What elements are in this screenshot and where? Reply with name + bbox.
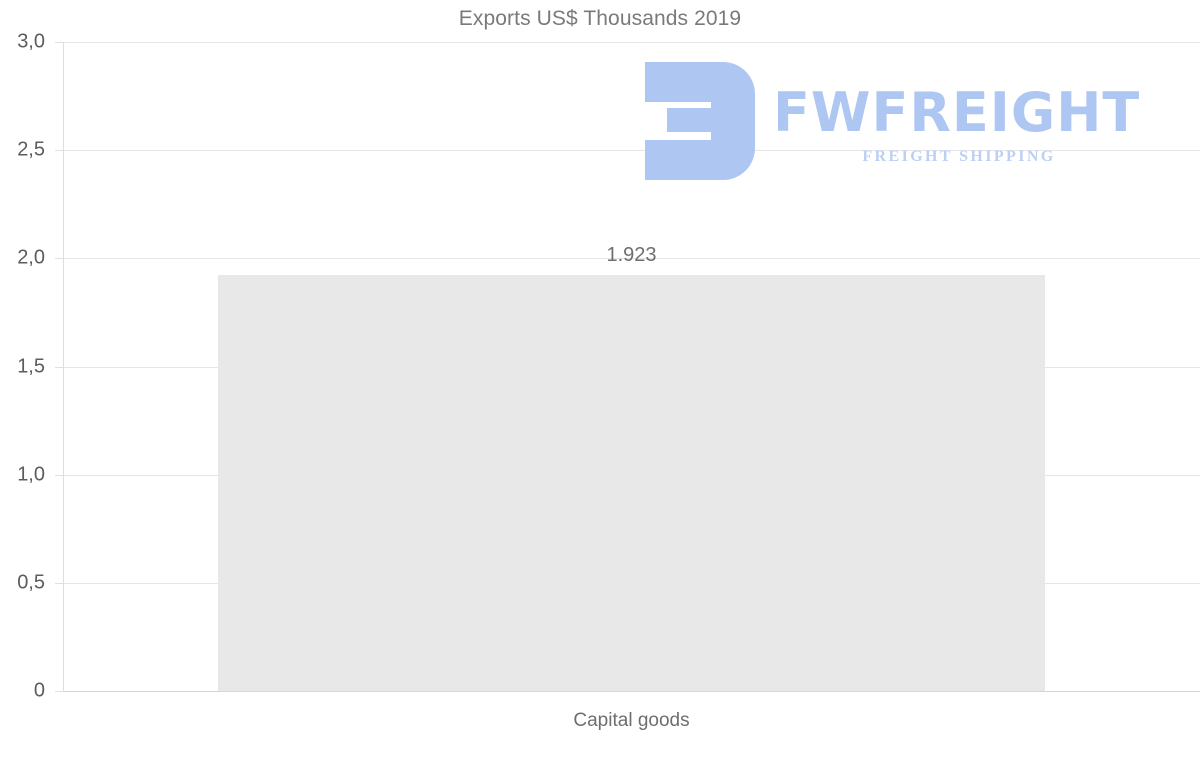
y-axis-line [63,42,64,692]
gridline [63,258,1200,260]
plot-area: 1.923 [55,42,1200,692]
x-axis-tick-label: Capital goods [573,710,690,731]
y-axis-tick [55,42,63,43]
y-axis-tick [55,258,63,260]
y-axis-tick-label: 0,5 [17,571,45,594]
bar-value-label: 1.923 [606,243,657,266]
y-axis-tick-label: 0 [33,679,45,702]
y-axis-tick [55,150,63,152]
y-axis-tick [55,474,63,476]
y-axis-tick-label: 2,0 [17,246,45,269]
y-axis-tick-label: 2,5 [17,138,45,161]
y-axis-tick [55,366,63,368]
y-axis-tick-label: 1,0 [17,463,45,486]
y-axis-tick-label: 3,0 [17,30,45,53]
chart-title: Exports US$ Thousands 2019 [458,7,742,30]
gridline [63,42,1200,43]
gridline [63,691,1200,692]
y-axis-tick-label: 1,5 [17,355,45,377]
bar[interactable] [217,274,1046,691]
y-axis-tick [55,582,63,584]
y-axis-tick [55,691,63,692]
gridline [63,150,1200,152]
